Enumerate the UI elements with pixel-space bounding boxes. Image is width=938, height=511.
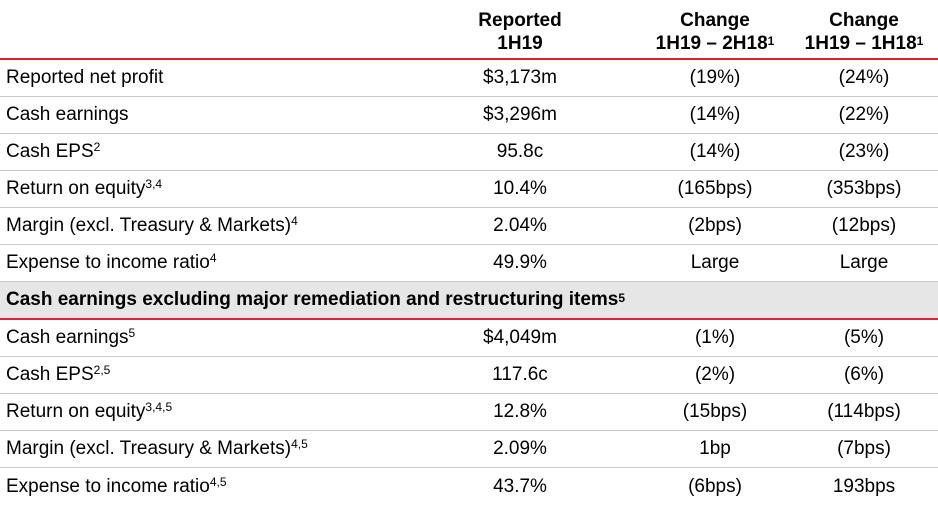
change-1h18-value: (5%) xyxy=(843,327,885,348)
change-2h18-value: (14%) xyxy=(689,141,741,162)
row-label: Cash earnings xyxy=(6,327,129,348)
header-reported-line2: 1H19 xyxy=(497,33,543,54)
footnote-ref: 4 xyxy=(209,251,217,265)
header-reported: Reported 1H19 xyxy=(400,0,640,58)
header-change-1h18: Change 1H19 – 1H181 xyxy=(790,0,938,58)
table-row: Expense to income ratio4 49.9% Large Large xyxy=(0,245,938,282)
footnote-ref: 2,5 xyxy=(93,363,111,377)
reported-value: 43.7% xyxy=(493,475,547,497)
row-label: Margin (excl. Treasury & Markets) xyxy=(6,438,292,459)
bottom-rows: Cash earnings5 $4,049m (1%) (5%) Cash EPS2,… xyxy=(0,320,938,505)
top-rows: Reported net profit $3,173m (19%) (24%) Cas… xyxy=(0,60,938,282)
row-label: Expense to income ratio xyxy=(6,252,210,273)
row-label: Return on equity xyxy=(6,178,146,199)
header-footnote-ref: 1 xyxy=(767,34,775,48)
header-change-2h18-line2: 1H19 – 2H18 xyxy=(655,33,768,54)
footnote-ref: 5 xyxy=(128,326,136,340)
change-2h18-value: (2%) xyxy=(694,364,736,385)
header-change-1h18-line1: Change xyxy=(829,10,899,31)
change-1h18-value: Large xyxy=(839,252,889,273)
footnote-ref: 3,4 xyxy=(145,177,163,191)
header-change-2h18: Change 1H19 – 2H181 xyxy=(640,0,790,58)
table-row: Reported net profit $3,173m (19%) (24%) xyxy=(0,60,938,97)
table-row: Expense to income ratio4,5 43.7% (6bps) 193… xyxy=(0,468,938,505)
row-label: Cash EPS xyxy=(6,141,94,162)
reported-value: 12.8% xyxy=(493,401,547,422)
reported-value: 2.04% xyxy=(493,215,547,236)
header-change-1h18-line2: 1H19 – 1H18 xyxy=(804,33,917,54)
change-1h18-value: (353bps) xyxy=(826,178,902,199)
change-2h18-value: (2bps) xyxy=(688,215,742,236)
row-label: Reported net profit xyxy=(6,67,164,88)
row-label: Cash earnings xyxy=(6,104,129,125)
change-1h18-value: (23%) xyxy=(838,141,890,162)
change-1h18-value: (12bps) xyxy=(831,215,897,236)
reported-value: $3,296m xyxy=(483,104,557,125)
table-row: Cash earnings5 $4,049m (1%) (5%) xyxy=(0,320,938,357)
table-row: Cash EPS2,5 117.6c (2%) (6%) xyxy=(0,357,938,394)
table-row: Cash earnings $3,296m (14%) (22%) xyxy=(0,97,938,134)
change-1h18-value: 193bps xyxy=(832,475,896,497)
reported-value: $4,049m xyxy=(483,327,557,348)
reported-value: 49.9% xyxy=(493,252,547,273)
change-1h18-value: (114bps) xyxy=(827,401,901,422)
header-blank xyxy=(0,0,400,58)
table-row: Return on equity3,4,5 12.8% (15bps) (114bps… xyxy=(0,394,938,431)
section-heading: Cash earnings excluding major remediatio… xyxy=(0,282,938,320)
row-label: Expense to income ratio xyxy=(6,475,210,497)
section-title: Cash earnings excluding major remediatio… xyxy=(6,289,619,310)
reported-value: 95.8c xyxy=(496,141,544,162)
change-2h18-value: (165bps) xyxy=(677,178,753,199)
header-footnote-ref: 1 xyxy=(916,34,924,48)
footnote-ref: 4,5 xyxy=(209,474,227,489)
header-change-2h18-line1: Change xyxy=(680,10,750,31)
header-reported-line1: Reported xyxy=(478,10,562,31)
table-row: Margin (excl. Treasury & Markets)4 2.04% (… xyxy=(0,208,938,245)
change-1h18-value: (6%) xyxy=(843,364,885,385)
footnote-ref: 2 xyxy=(93,140,101,154)
row-label: Margin (excl. Treasury & Markets) xyxy=(6,215,292,236)
reported-value: 2.09% xyxy=(493,438,547,459)
row-label: Cash EPS xyxy=(6,364,94,385)
change-2h18-value: (14%) xyxy=(689,104,741,125)
footnote-ref: 5 xyxy=(618,291,626,305)
table-row: Return on equity3,4 10.4% (165bps) (353bps) xyxy=(0,171,938,208)
reported-value: 117.6c xyxy=(492,364,548,385)
change-2h18-value: (15bps) xyxy=(682,401,748,422)
footnote-ref: 3,4,5 xyxy=(145,400,173,414)
table-row: Margin (excl. Treasury & Markets)4,5 2.09… xyxy=(0,431,938,468)
change-2h18-value: Large xyxy=(690,252,740,273)
reported-value: $3,173m xyxy=(483,67,557,88)
change-1h18-value: (22%) xyxy=(838,104,890,125)
change-1h18-value: (7bps) xyxy=(837,438,891,459)
footnote-ref: 4 xyxy=(291,214,298,228)
table-header: Reported 1H19 Change 1H19 – 2H181 Change… xyxy=(0,0,938,60)
change-2h18-value: (1%) xyxy=(694,327,736,348)
table-row: Cash EPS2 95.8c (14%) (23%) xyxy=(0,134,938,171)
change-1h18-value: (24%) xyxy=(838,67,890,88)
change-2h18-value: (19%) xyxy=(689,67,741,88)
footnote-ref: 4,5 xyxy=(291,437,308,451)
reported-value: 10.4% xyxy=(493,178,547,199)
change-2h18-value: 1bp xyxy=(699,438,731,459)
change-2h18-value: (6bps) xyxy=(688,475,742,497)
row-label: Return on equity xyxy=(6,401,146,422)
